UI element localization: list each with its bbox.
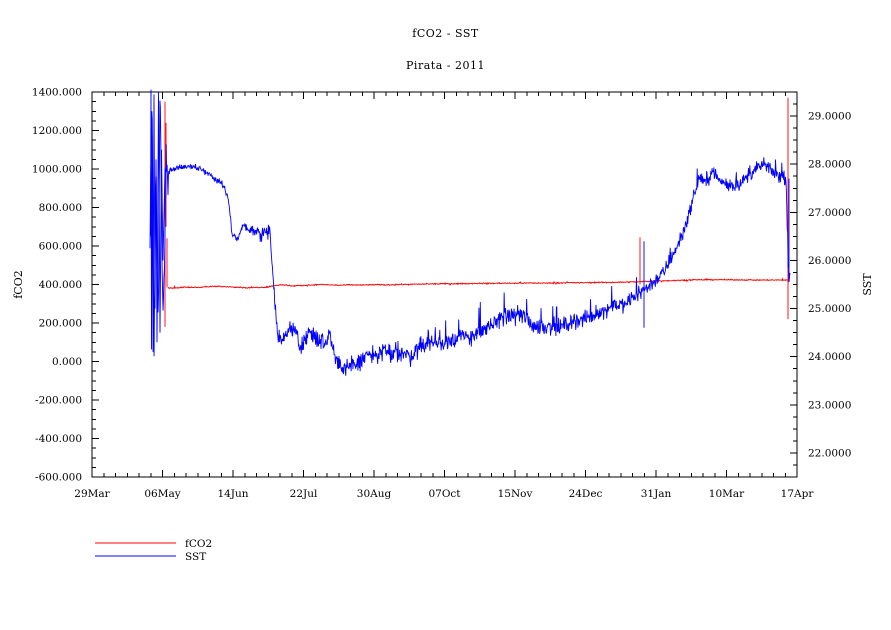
series-spike-sst-start [150,89,167,352]
y-right-tick-label: 23.0000 [808,399,851,411]
legend-label-sst: SST [185,551,206,563]
y-right-tick-label: 27.0000 [808,207,851,219]
y-right-tick-label: 22.0000 [808,447,851,459]
x-tick-label: 15Nov [498,488,533,500]
axes-layer: -600.000 -400.000 -200.000 0.000 200.000 400.… [12,87,874,501]
y-left-axis-label: fCO2 [12,270,25,299]
y-left-tick-label: 1000.000 [32,164,82,176]
y-left-tick-label: 1200.000 [32,125,82,137]
y-left-tick-label: 800.000 [39,202,82,214]
x-tick-label: 07Oct [428,488,461,500]
x-tick-label: 29Mar [74,488,110,500]
y-left-tick-label: 400.000 [39,279,82,291]
y-right-tick-label: 29.0000 [808,111,851,123]
y-left-tick-label: -600.000 [35,472,82,484]
series-line-fco2 [167,277,789,290]
x-tick-label: 10Mar [709,488,745,500]
x-tick-label: 22Jul [290,488,318,500]
x-tick-label: 06May [144,488,180,500]
series-line-sst [149,100,791,376]
y-right-axis-label: SST [861,273,874,296]
chart-subtitle: Pirata - 2011 [406,59,485,72]
y-left-tick-label: 0.000 [52,356,82,368]
x-tick-label: 30Aug [357,488,392,500]
y-right-tick-label: 24.0000 [808,351,851,363]
x-tick-label: 17Apr [781,488,815,500]
series-layer [149,89,791,376]
y-left-tick-label: -400.000 [35,433,82,445]
y-left-tick-label: 600.000 [39,241,82,253]
y-right-tick-label: 25.0000 [808,303,851,315]
x-tick-label: 24Dec [569,488,603,500]
y-right-tick-label: 28.0000 [808,159,851,171]
y-left-tick-label: 200.000 [39,318,82,330]
y-left-tick-label: -200.000 [35,395,82,407]
legend-label-fco2: fCO2 [185,538,212,550]
y-right-tick-label: 26.0000 [808,255,851,267]
x-tick-label: 31Jan [641,488,672,500]
x-tick-label: 14Jun [217,488,248,500]
chart-title: fCO2 - SST [412,27,479,40]
y-left-tick-label: 1400.000 [32,87,82,99]
